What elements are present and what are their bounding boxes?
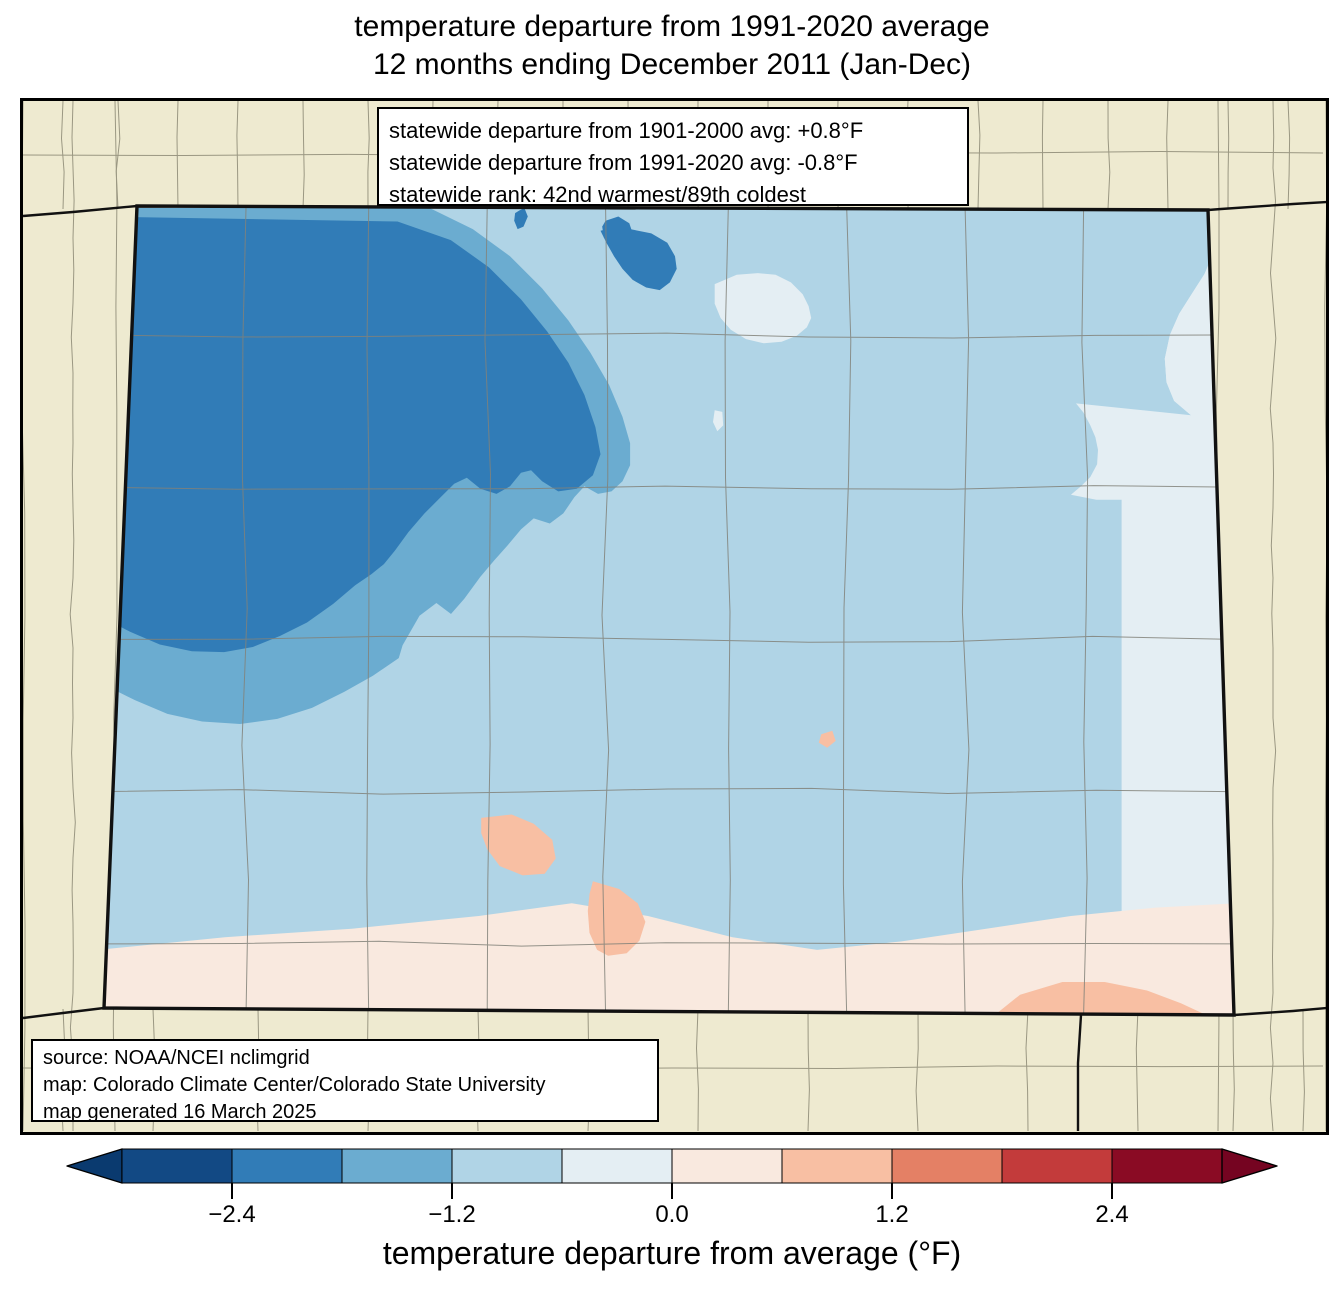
svg-text:−2.4: −2.4 [208,1201,255,1228]
svg-text:1.2: 1.2 [875,1201,908,1228]
svg-text:temperature departure from ave: temperature departure from average (°F) [383,1235,961,1271]
svg-text:2.4: 2.4 [1095,1201,1128,1228]
svg-text:0.0: 0.0 [655,1201,688,1228]
svg-text:−1.2: −1.2 [428,1201,475,1228]
